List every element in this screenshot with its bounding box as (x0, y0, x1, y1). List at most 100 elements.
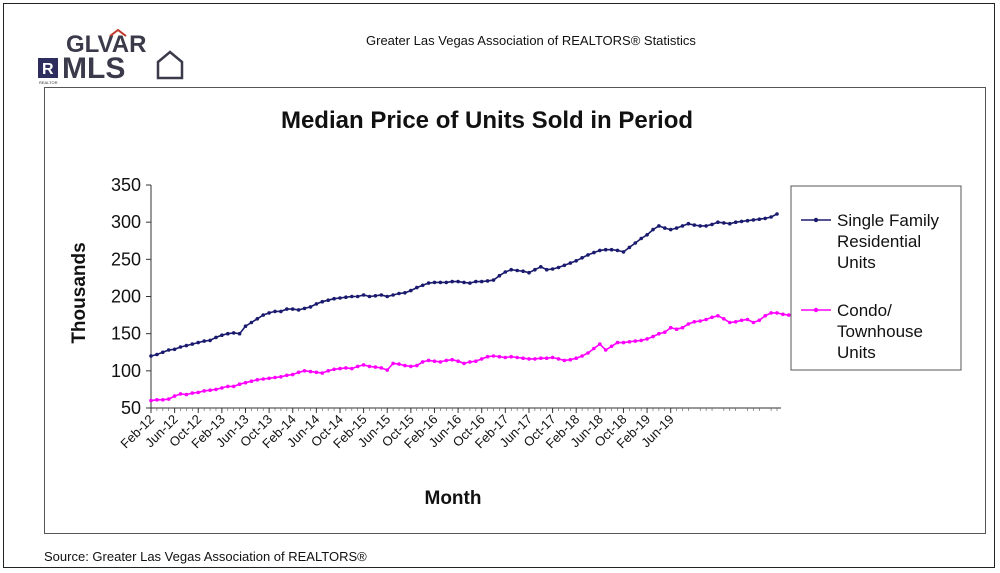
chart-title: Median Price of Units Sold in Period (281, 107, 693, 134)
point-single-family (403, 291, 407, 295)
point-single-family (474, 279, 478, 284)
point-single-family (350, 294, 354, 299)
point-single-family (485, 279, 490, 283)
point-condo (568, 357, 573, 362)
legend-box (790, 185, 962, 371)
point-single-family (468, 281, 472, 285)
point-condo (739, 318, 744, 323)
point-condo (397, 362, 401, 366)
point-single-family (680, 224, 685, 228)
point-condo (515, 355, 519, 360)
point-single-family (226, 331, 230, 336)
point-condo (745, 317, 750, 322)
point-condo (296, 370, 301, 375)
point-condo (243, 380, 248, 385)
point-single-family (178, 345, 183, 349)
point-condo (527, 357, 531, 361)
point-single-family (279, 309, 283, 314)
point-condo (497, 354, 502, 359)
point-condo (698, 319, 702, 323)
glvar-mls-logo: GLVAR R REALTOR MLS (38, 28, 184, 85)
point-single-family (491, 278, 496, 282)
point-single-family (609, 247, 614, 252)
point-single-family (556, 265, 561, 270)
point-single-family (728, 221, 732, 226)
point-single-family (674, 226, 679, 230)
point-condo (663, 330, 667, 334)
point-condo (420, 360, 425, 364)
point-single-family (657, 224, 661, 228)
point-single-family (237, 331, 242, 336)
point-single-family (497, 273, 502, 278)
logo-badge-small: REALTOR (39, 80, 58, 85)
point-single-family (184, 343, 189, 348)
point-condo (603, 348, 608, 352)
point-condo (615, 340, 620, 345)
point-condo (379, 366, 384, 370)
point-single-family (273, 309, 277, 314)
point-condo (149, 398, 153, 403)
point-single-family (710, 222, 714, 227)
point-condo (503, 355, 508, 360)
point-single-family (196, 340, 200, 345)
y-tick-label: 100 (111, 361, 141, 381)
point-condo (704, 317, 708, 322)
point-condo (692, 320, 697, 324)
point-condo (562, 358, 567, 363)
point-single-family (633, 241, 638, 245)
point-condo (533, 357, 537, 361)
point-single-family (533, 267, 537, 272)
point-single-family (415, 285, 419, 290)
point-single-family (161, 350, 165, 355)
series-line-condo (150, 312, 802, 402)
chart-container: Median Price of Units Sold in Period 50 1… (44, 87, 986, 534)
point-single-family (704, 224, 708, 228)
point-condo (367, 364, 372, 369)
point-single-family (338, 296, 342, 300)
point-single-family (409, 288, 413, 293)
point-condo (184, 392, 189, 397)
point-condo (426, 358, 431, 363)
point-single-family (603, 247, 608, 252)
point-condo (645, 337, 649, 341)
point-single-family (539, 265, 543, 269)
point-condo (733, 320, 738, 324)
point-condo (208, 388, 212, 393)
point-condo (432, 359, 437, 364)
point-condo (308, 369, 313, 374)
point-condo (775, 311, 779, 315)
point-condo (178, 392, 183, 396)
point-condo (326, 369, 331, 373)
point-single-family (367, 294, 372, 299)
point-condo (332, 367, 336, 372)
point-condo (769, 311, 773, 315)
point-single-family (527, 270, 531, 275)
point-single-family (438, 280, 443, 285)
legend-label-line: Condo/ (837, 301, 892, 320)
point-condo (509, 354, 513, 359)
point-condo (521, 356, 525, 361)
point-condo (444, 358, 449, 363)
point-single-family (308, 305, 313, 309)
point-single-family (379, 293, 384, 297)
point-condo (586, 351, 590, 355)
point-single-family (243, 324, 248, 328)
point-condo (409, 364, 413, 369)
point-condo (462, 361, 466, 366)
legend-label-line: Units (837, 253, 876, 272)
point-condo (237, 382, 242, 387)
point-condo (373, 365, 378, 369)
point-condo (214, 387, 218, 392)
point-condo (609, 344, 614, 349)
point-condo (491, 354, 496, 358)
y-tick-label: 350 (111, 175, 141, 195)
point-single-family (450, 279, 455, 284)
point-condo (155, 398, 159, 402)
y-tick-label: 150 (111, 324, 141, 344)
point-condo (479, 357, 484, 361)
y-tick-label: 250 (111, 249, 141, 269)
point-single-family (208, 338, 212, 343)
point-condo (633, 339, 638, 343)
point-single-family (190, 342, 195, 346)
point-single-family (692, 223, 697, 227)
